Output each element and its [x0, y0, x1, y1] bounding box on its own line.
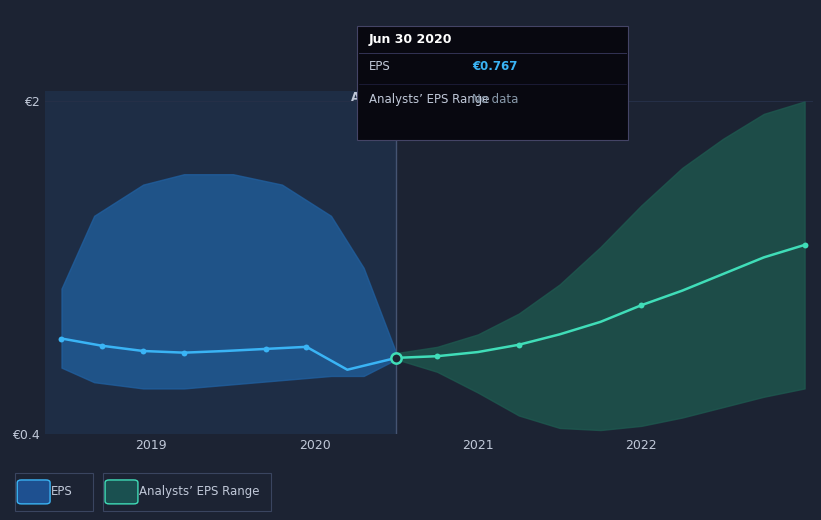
Point — [635, 301, 648, 309]
Text: Analysts Forecasts: Analysts Forecasts — [403, 91, 513, 104]
Point — [512, 341, 525, 349]
Bar — [45, 91, 397, 434]
Text: €0.767: €0.767 — [472, 60, 517, 73]
Point — [96, 342, 109, 350]
Text: Analysts’ EPS Range: Analysts’ EPS Range — [369, 93, 489, 106]
Text: EPS: EPS — [51, 486, 72, 498]
Point — [136, 347, 149, 355]
Text: Actual: Actual — [351, 91, 393, 104]
Point — [259, 345, 273, 353]
Point — [390, 354, 403, 362]
Text: Jun 30 2020: Jun 30 2020 — [369, 33, 452, 46]
Point — [430, 352, 443, 360]
Text: No data: No data — [472, 93, 518, 106]
Point — [55, 334, 68, 343]
Text: EPS: EPS — [369, 60, 390, 73]
Text: Analysts’ EPS Range: Analysts’ EPS Range — [139, 486, 259, 498]
Point — [177, 348, 190, 357]
Point — [390, 354, 403, 362]
Point — [390, 354, 403, 362]
Point — [798, 241, 811, 249]
Point — [300, 343, 313, 351]
